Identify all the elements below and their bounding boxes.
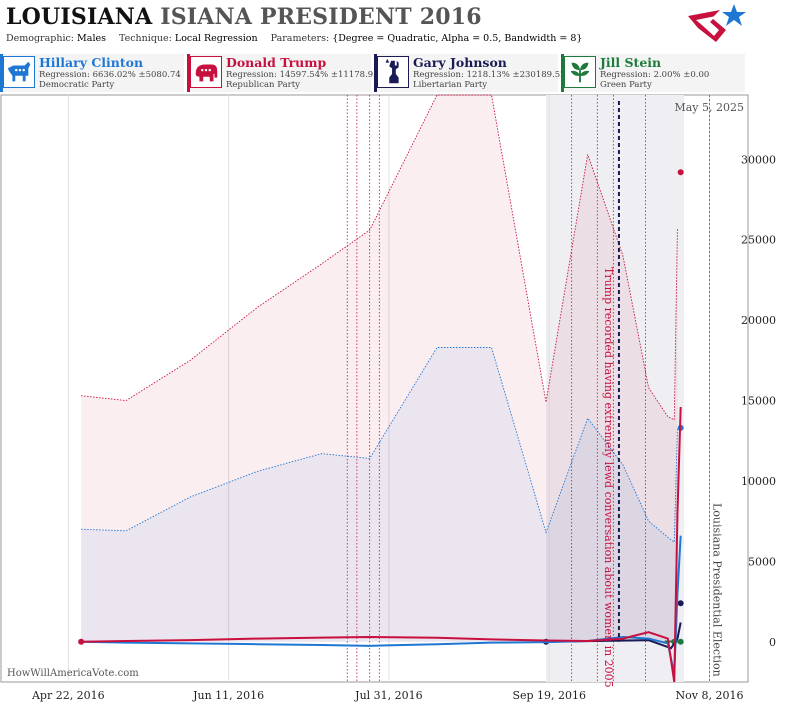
data-point	[677, 600, 684, 607]
confidence-upper-line	[81, 347, 678, 543]
candidate-card-clinton[interactable]: Hillary Clinton Regression: 6636.02% ±50…	[0, 54, 184, 92]
candidate-card-johnson[interactable]: Gary Johnson Regression: 1218.13% ±23018…	[374, 54, 566, 92]
demographic-value: Males	[77, 33, 106, 44]
candidate-regression: Regression: 2.00% ±0.00	[600, 70, 710, 80]
demographic-label: Demographic:	[6, 33, 75, 44]
candidate-party: Democratic Party	[39, 80, 115, 90]
page-title: LOUISIANA ISIANA PRESIDENT 2016	[6, 4, 482, 30]
x-tick-label: Jul 31, 2016	[354, 689, 423, 702]
donkey-icon	[3, 56, 35, 88]
candidate-regression: Regression: 6636.02% ±5080.74	[39, 70, 181, 80]
x-tick-label: Nov 8, 2016	[676, 689, 744, 702]
candidate-name: Hillary Clinton	[39, 55, 144, 70]
data-point	[677, 638, 684, 645]
x-tick-label: Apr 22, 2016	[31, 689, 105, 702]
candidate-party: Green Party	[600, 80, 652, 90]
x-tick-label: Sep 19, 2016	[512, 689, 586, 702]
candidate-regression: Regression: 1218.13% ±230189.52	[413, 70, 566, 80]
y-tick-label: 5000	[748, 555, 776, 568]
technique-label: Technique:	[119, 33, 172, 44]
y-tick-label: 30000	[741, 153, 776, 166]
parameters-value: {Degree = Quadratic, Alpha = 0.5, Bandwi…	[332, 33, 583, 44]
candidate-regression: Regression: 14597.54% ±11178.95	[226, 70, 379, 80]
shaded-period	[546, 95, 684, 682]
y-tick-label: 0	[769, 636, 776, 649]
confidence-band	[81, 347, 678, 642]
data-point	[677, 169, 684, 176]
title-race: ISIANA PRESIDENT 2016	[160, 4, 482, 30]
model-parameters: Demographic: Males Technique: Local Regr…	[6, 33, 592, 44]
title-state: LOUISIANA	[6, 4, 153, 30]
candidate-name: Gary Johnson	[413, 55, 507, 70]
y-tick-label: 15000	[741, 395, 776, 408]
annotation-label: Trump recorded having extremely lewd con…	[602, 267, 615, 688]
data-point	[78, 638, 85, 645]
series-line	[81, 406, 682, 683]
candidate-card-stein[interactable]: Jill Stein Regression: 2.00% ±0.00 Green…	[561, 54, 745, 92]
candidate-card-trump[interactable]: Donald Trump Regression: 14597.54% ±1117…	[187, 54, 379, 92]
elephant-icon	[190, 56, 222, 88]
y-tick-label: 10000	[741, 475, 776, 488]
candidate-name: Donald Trump	[226, 55, 327, 70]
technique-value: Local Regression	[174, 33, 258, 44]
leaf-icon	[564, 56, 596, 88]
annotation-label: Louisiana Presidential Election	[711, 503, 724, 677]
site-credit: HowWillAmericaVote.com	[7, 668, 139, 679]
confidence-band	[81, 95, 678, 642]
liberty-torch-icon	[377, 56, 409, 88]
series-line	[546, 622, 682, 650]
current-date-label: May 5, 2025	[674, 101, 744, 114]
y-tick-label: 20000	[741, 314, 776, 327]
parameters-label: Parameters:	[270, 33, 330, 44]
y-tick-label: 25000	[741, 234, 776, 247]
candidate-party: Libertarian Party	[413, 80, 488, 90]
candidate-party: Republican Party	[226, 80, 300, 90]
site-logo-icon[interactable]	[686, 2, 748, 48]
x-tick-label: Jun 11, 2016	[192, 689, 264, 702]
chart-header: LOUISIANA ISIANA PRESIDENT 2016 Demograp…	[0, 0, 789, 94]
regression-chart[interactable]: Trump recorded having extremely lewd con…	[0, 94, 789, 704]
candidate-name: Jill Stein	[600, 55, 662, 70]
